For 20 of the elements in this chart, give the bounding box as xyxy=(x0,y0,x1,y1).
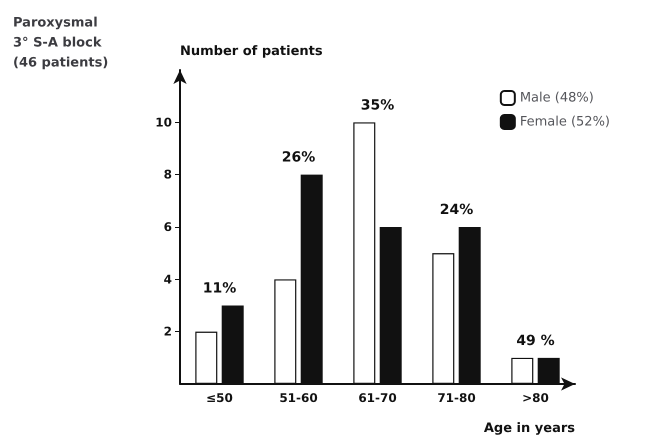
y-tick-label: 4 xyxy=(164,272,172,286)
x-axis-title: Age in years xyxy=(484,421,576,436)
text: Paroxysmal 3° S-A block (46 patients) xyxy=(13,16,108,70)
y-tick-label: 8 xyxy=(164,168,172,182)
legend-label: Female (52%) xyxy=(520,114,610,130)
x-tick-label: ≤50 xyxy=(206,391,233,405)
x-tick-label: 71-80 xyxy=(437,391,476,405)
annotation: 35% xyxy=(360,97,394,114)
y-tick-label: 2 xyxy=(164,324,172,339)
annotation: 11% xyxy=(202,280,236,296)
annotation: 24% xyxy=(440,202,474,218)
x-tick-label: 51-60 xyxy=(279,391,318,405)
annotation: 26% xyxy=(282,150,316,166)
legend-label: Male (48%) xyxy=(520,90,594,106)
y-tick-label: 6 xyxy=(164,220,172,234)
x-tick-label: >80 xyxy=(522,391,549,405)
y-tick-label: 10 xyxy=(155,115,172,130)
y-axis-title: Number of patients xyxy=(180,44,323,59)
annotation: 49 % xyxy=(516,332,555,349)
x-tick-label: 61-70 xyxy=(358,391,397,405)
